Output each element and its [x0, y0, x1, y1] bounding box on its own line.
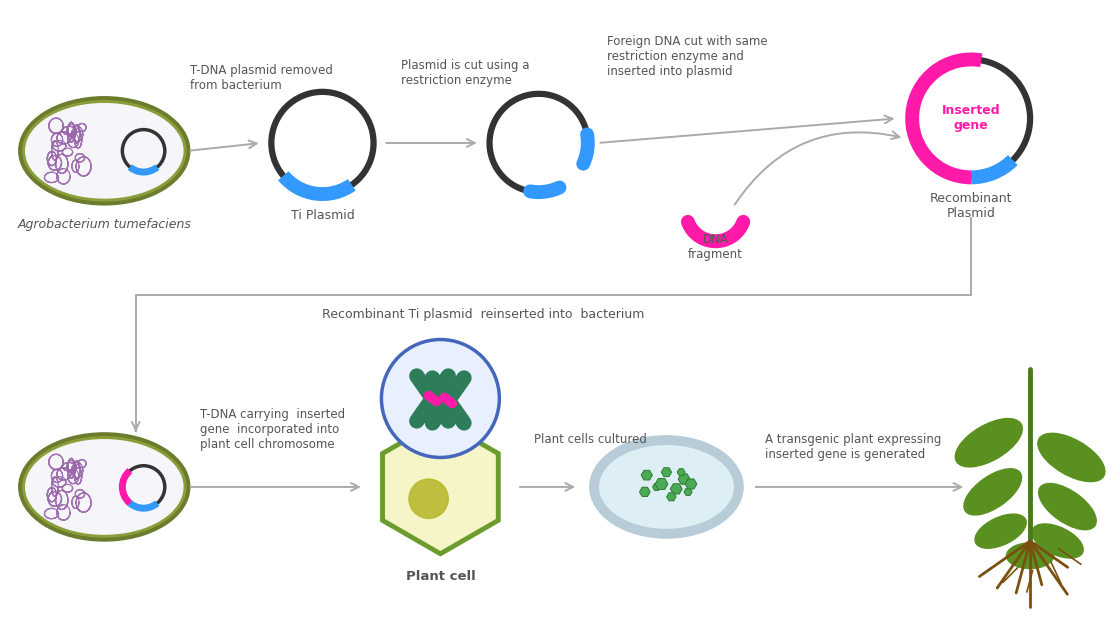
Polygon shape: [685, 479, 696, 489]
Polygon shape: [639, 487, 651, 497]
Ellipse shape: [22, 437, 186, 537]
Ellipse shape: [22, 100, 186, 201]
Polygon shape: [684, 489, 692, 495]
Ellipse shape: [1038, 433, 1105, 482]
Ellipse shape: [19, 97, 190, 205]
Text: Agrobacterium tumefaciens: Agrobacterium tumefaciens: [18, 218, 191, 231]
Polygon shape: [653, 484, 661, 490]
Text: Recombinant
Plasmid: Recombinant Plasmid: [930, 192, 1012, 220]
Ellipse shape: [1007, 543, 1054, 568]
Text: Foreign DNA cut with same
restriction enzyme and
inserted into plasmid: Foreign DNA cut with same restriction en…: [607, 35, 768, 78]
Ellipse shape: [1032, 524, 1084, 558]
Ellipse shape: [589, 436, 743, 538]
Text: Plant cells cultured: Plant cells cultured: [533, 433, 646, 446]
Circle shape: [382, 339, 499, 457]
Polygon shape: [383, 420, 498, 553]
Text: Plant cell: Plant cell: [405, 570, 475, 582]
Polygon shape: [677, 469, 685, 475]
Ellipse shape: [964, 469, 1021, 515]
Ellipse shape: [975, 514, 1027, 548]
Polygon shape: [642, 470, 653, 480]
Text: DNA
fragment: DNA fragment: [689, 233, 743, 261]
Text: A transgenic plant expressing
inserted gene is generated: A transgenic plant expressing inserted g…: [764, 433, 941, 461]
Ellipse shape: [19, 433, 190, 541]
Text: Ti Plasmid: Ti Plasmid: [290, 209, 354, 222]
Ellipse shape: [1039, 484, 1096, 530]
Polygon shape: [406, 425, 474, 477]
Ellipse shape: [26, 440, 183, 534]
Text: Recombinant Ti plasmid  reinserted into  bacterium: Recombinant Ti plasmid reinserted into b…: [323, 308, 645, 321]
Circle shape: [408, 479, 449, 519]
Polygon shape: [679, 474, 690, 484]
Ellipse shape: [955, 419, 1022, 467]
Polygon shape: [662, 468, 672, 477]
Ellipse shape: [26, 104, 183, 198]
Polygon shape: [655, 479, 667, 489]
Text: Inserted
gene: Inserted gene: [942, 104, 1000, 132]
Polygon shape: [671, 484, 682, 494]
Text: T-DNA carrying  inserted
gene  incorporated into
plant cell chromosome: T-DNA carrying inserted gene incorporate…: [200, 408, 345, 451]
Ellipse shape: [599, 445, 734, 529]
Text: T-DNA plasmid removed
from bacterium: T-DNA plasmid removed from bacterium: [190, 64, 333, 92]
Text: Plasmid is cut using a
restriction enzyme: Plasmid is cut using a restriction enzym…: [401, 59, 530, 87]
Polygon shape: [666, 493, 676, 501]
